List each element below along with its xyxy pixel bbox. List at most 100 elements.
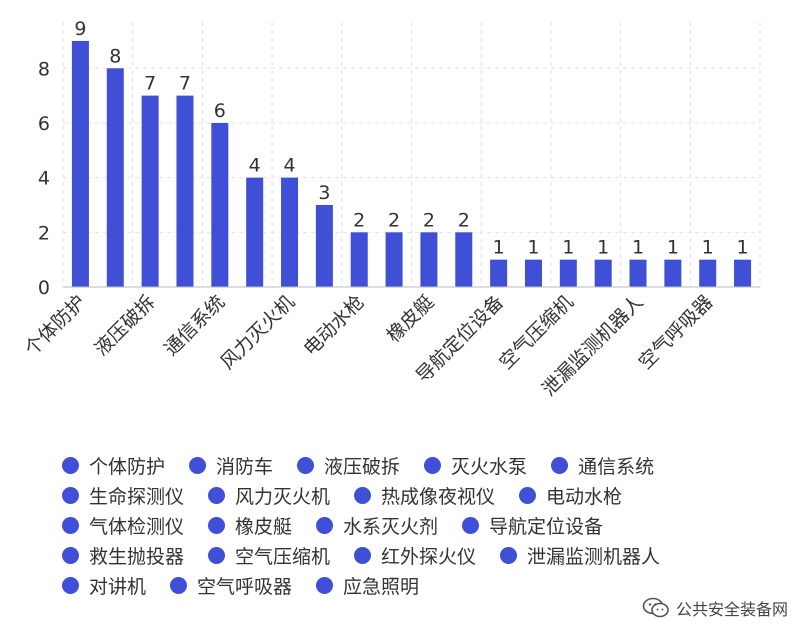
legend-dot-icon <box>62 456 79 474</box>
legend-item[interactable]: 气体检测仪 <box>62 512 184 539</box>
legend-item[interactable]: 对讲机 <box>62 572 146 599</box>
legend-dot-icon <box>208 516 226 534</box>
legend-dot-icon <box>424 456 442 474</box>
y-tick-label: 2 <box>38 222 50 244</box>
legend-label: 消防车 <box>216 455 274 478</box>
legend-dot-icon <box>62 576 79 594</box>
bar-value-label: 4 <box>283 155 295 177</box>
legend-item[interactable]: 灭火水泵 <box>424 452 527 479</box>
bar-value-label: 7 <box>179 73 191 95</box>
legend-dot-icon <box>500 546 518 564</box>
wechat-icon <box>642 597 669 618</box>
bar <box>385 232 403 287</box>
bar-value-label: 7 <box>144 73 156 95</box>
legend-item[interactable]: 空气压缩机 <box>208 542 330 569</box>
legend-item[interactable]: 个体防护 <box>62 452 165 479</box>
legend-item[interactable]: 橡皮艇 <box>208 512 292 539</box>
bar-value-label: 1 <box>632 237 644 259</box>
legend-row: 救生抛投器 空气压缩机 红外探火仪 泄漏监测机器人 <box>62 540 762 570</box>
legend-label: 橡皮艇 <box>235 515 293 538</box>
x-tick-label: 通信系统 <box>160 291 229 360</box>
bar-value-label: 2 <box>388 209 400 231</box>
legend-label: 泄漏监测机器人 <box>527 545 661 568</box>
watermark: 公共安全装备网 <box>642 596 788 620</box>
legend-row: 气体检测仪 橡皮艇 水系灭火剂 导航定位设备 <box>62 510 762 540</box>
x-tick-label: 风力灭火机 <box>216 291 299 374</box>
legend-label: 气体检测仪 <box>89 515 185 538</box>
bar-value-label: 4 <box>249 155 261 177</box>
legend-item[interactable]: 热成像夜视仪 <box>354 482 495 509</box>
bar-value-label: 6 <box>214 100 226 122</box>
legend-dot-icon <box>519 486 537 504</box>
bars <box>71 40 752 287</box>
x-tick-label: 个体防护 <box>21 291 90 360</box>
x-tick-label: 空气呼吸器 <box>635 291 718 374</box>
y-tick-label: 0 <box>38 277 50 299</box>
legend-row: 对讲机 空气呼吸器 应急照明 <box>62 570 762 600</box>
bar-value-label: 1 <box>737 237 749 259</box>
legend-item[interactable]: 空气呼吸器 <box>170 572 292 599</box>
legend-label: 风力灭火机 <box>235 485 331 508</box>
legend-label: 生命探测仪 <box>89 485 185 508</box>
x-tick-label: 橡皮艇 <box>383 291 439 347</box>
legend-label: 个体防护 <box>89 455 166 478</box>
watermark-text: 公共安全装备网 <box>675 600 788 619</box>
data-labels: 987 764 432 2 2 21 1 1 1 1 1 1 1 <box>74 18 748 259</box>
legend-item[interactable]: 应急照明 <box>316 572 419 599</box>
bar-value-label: 2 <box>353 209 365 231</box>
y-tick-label: 8 <box>38 58 50 80</box>
bar <box>734 259 752 287</box>
bar-value-label: 2 <box>458 209 470 231</box>
legend-label: 救生抛投器 <box>89 545 185 568</box>
legend-label: 红外探火仪 <box>381 545 477 568</box>
x-tick-label: 液压破拆 <box>90 291 159 360</box>
legend-label: 电动水枪 <box>546 485 623 508</box>
y-tick-label: 4 <box>38 168 50 190</box>
legend-dot-icon <box>462 516 480 534</box>
legend-dot-icon <box>297 456 315 474</box>
bar-value-label: 1 <box>493 237 505 259</box>
legend-item[interactable]: 水系灭火剂 <box>316 512 438 539</box>
bar <box>455 232 473 287</box>
legend-item[interactable]: 生命探测仪 <box>62 482 184 509</box>
bar-value-label: 1 <box>667 237 679 259</box>
legend-dot-icon <box>316 516 334 534</box>
bar <box>246 177 264 287</box>
legend-dot-icon <box>551 456 569 474</box>
legend-item[interactable]: 液压破拆 <box>297 452 400 479</box>
legend-item[interactable]: 红外探火仪 <box>354 542 476 569</box>
legend: 个体防护 消防车 液压破拆 灭火水泵 通信系统 生命探测仪 风力灭火机 热成像夜视仪 电动水枪气… <box>62 450 762 600</box>
bar-value-label: 1 <box>527 237 539 259</box>
legend-label: 水系灭火剂 <box>343 515 439 538</box>
bar-value-label: 8 <box>109 45 121 67</box>
legend-dot-icon <box>354 546 372 564</box>
legend-item[interactable]: 风力灭火机 <box>208 482 330 509</box>
legend-dot-icon <box>62 546 79 564</box>
legend-label: 导航定位设备 <box>489 515 604 538</box>
legend-item[interactable]: 消防车 <box>189 452 273 479</box>
bar-value-label: 9 <box>74 18 86 40</box>
bar <box>71 40 89 287</box>
legend-label: 空气压缩机 <box>235 545 331 568</box>
bar <box>699 259 717 287</box>
legend-row: 个体防护 消防车 液压破拆 灭火水泵 通信系统 <box>62 450 762 480</box>
legend-label: 应急照明 <box>343 575 420 598</box>
bar-value-label: 1 <box>597 237 609 259</box>
bar <box>141 95 159 287</box>
bar-value-label: 1 <box>562 237 574 259</box>
legend-dot-icon <box>189 456 207 474</box>
bar <box>420 232 438 287</box>
legend-item[interactable]: 泄漏监测机器人 <box>500 542 660 569</box>
legend-item[interactable]: 救生抛投器 <box>62 542 184 569</box>
bar <box>559 259 577 287</box>
legend-item[interactable]: 通信系统 <box>551 452 654 479</box>
legend-item[interactable]: 电动水枪 <box>519 482 622 509</box>
bar <box>176 95 194 287</box>
legend-dot-icon <box>170 576 188 594</box>
legend-dot-icon <box>316 576 334 594</box>
bar <box>315 204 333 287</box>
legend-dot-icon <box>62 486 79 504</box>
legend-item[interactable]: 导航定位设备 <box>462 512 603 539</box>
bar <box>490 259 508 287</box>
